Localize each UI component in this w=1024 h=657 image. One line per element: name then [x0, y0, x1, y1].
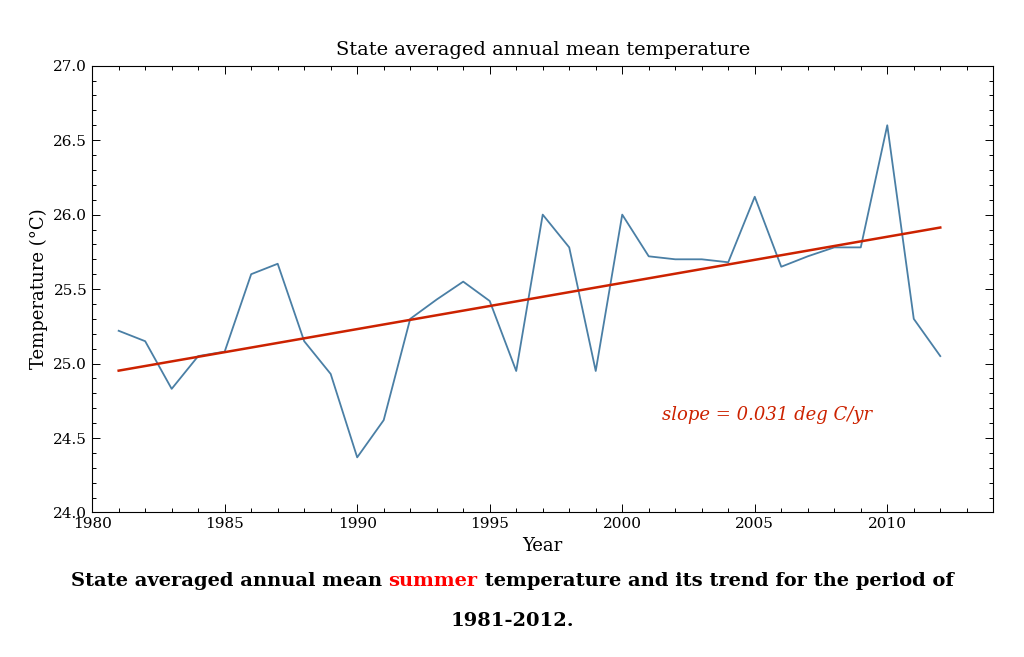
- Text: State averaged annual mean: State averaged annual mean: [71, 572, 388, 591]
- Text: summer: summer: [388, 572, 477, 591]
- Text: 1981-2012.: 1981-2012.: [451, 612, 573, 630]
- Y-axis label: Temperature (°C): Temperature (°C): [30, 209, 48, 369]
- X-axis label: Year: Year: [522, 537, 563, 555]
- Text: slope = 0.031 deg C/yr: slope = 0.031 deg C/yr: [662, 406, 872, 424]
- Title: State averaged annual mean temperature: State averaged annual mean temperature: [336, 41, 750, 58]
- Text: temperature and its trend for the period of: temperature and its trend for the period…: [477, 572, 953, 591]
